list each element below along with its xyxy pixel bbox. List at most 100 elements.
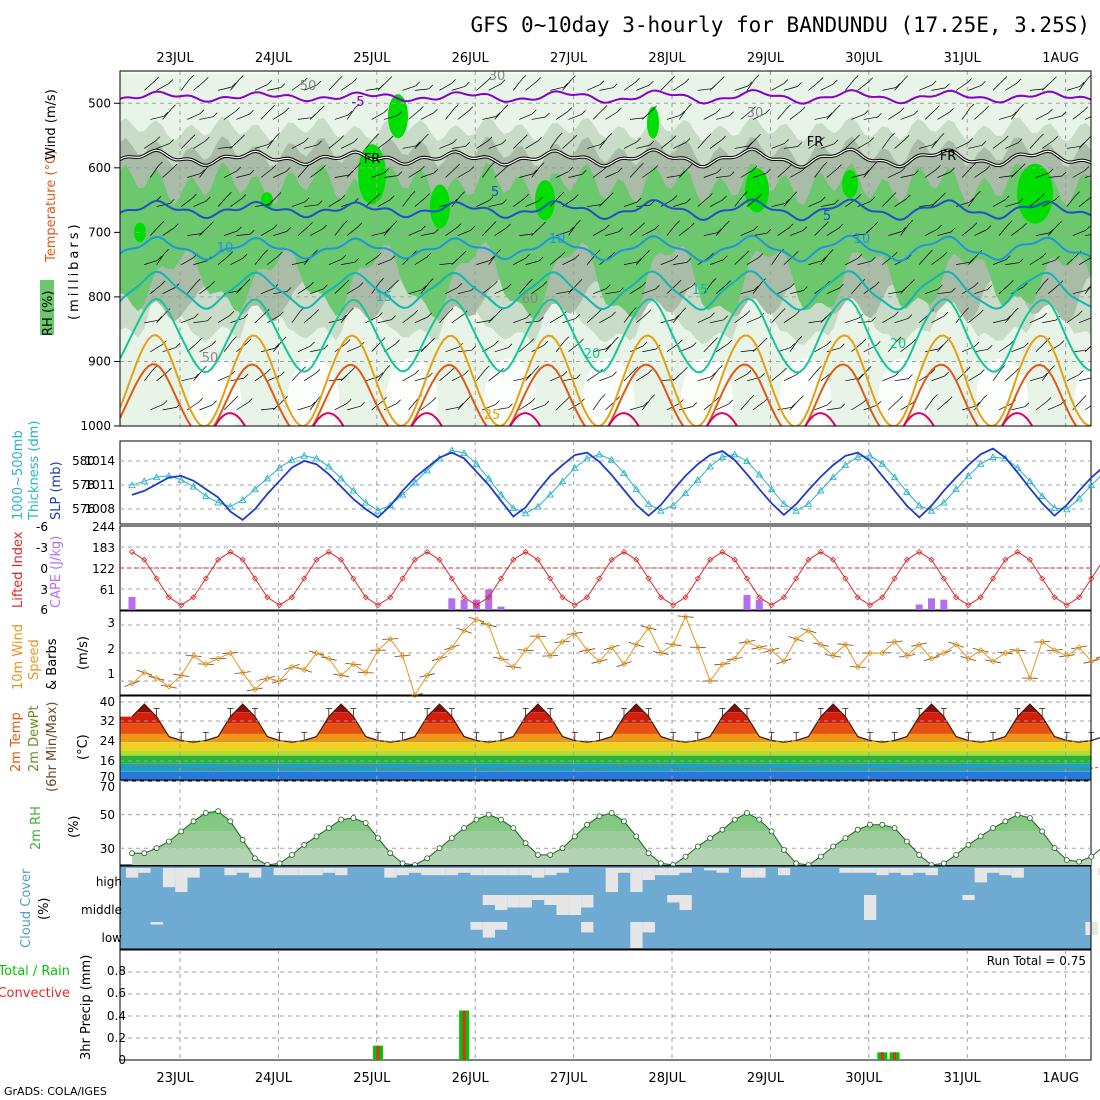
upper-barb bbox=[1005, 262, 1020, 265]
upper-barb-feather bbox=[155, 136, 161, 141]
contour-5 bbox=[120, 198, 1091, 222]
upper-barb bbox=[494, 347, 509, 353]
upper-barb-feather bbox=[618, 227, 624, 232]
upper-barb bbox=[900, 114, 914, 120]
upper-barb bbox=[144, 369, 154, 382]
footer-credit: GrADS: COLA/IGES bbox=[4, 1085, 107, 1098]
rh-point bbox=[1076, 858, 1082, 865]
upper-barb bbox=[414, 137, 425, 149]
cloud-panel: high middle low Cloud Cover (%) bbox=[19, 865, 1100, 950]
thickness-point bbox=[853, 453, 862, 461]
upper-barb-feather bbox=[727, 339, 733, 345]
upper-barb bbox=[309, 169, 322, 178]
upper-barb bbox=[703, 112, 717, 120]
cloud-gap-high bbox=[716, 868, 729, 873]
rh-fill-band bbox=[132, 814, 1091, 832]
upper-barb-feather bbox=[649, 140, 655, 146]
thickness-point bbox=[202, 491, 210, 499]
upper-barb bbox=[1072, 170, 1086, 178]
upper-barb-feather bbox=[599, 80, 605, 85]
wind-point bbox=[645, 624, 652, 631]
upper-barb-feather bbox=[636, 137, 641, 143]
thickness-line bbox=[131, 449, 1100, 514]
li-point bbox=[1088, 575, 1095, 582]
upper-barb-feather bbox=[338, 75, 343, 81]
upper-barb-feather bbox=[612, 371, 617, 377]
upper-barb-feather bbox=[391, 315, 396, 320]
rh-point bbox=[584, 821, 590, 828]
temp-tick-32: 32 bbox=[100, 714, 115, 728]
upper-barb bbox=[1066, 85, 1081, 91]
upper-barb bbox=[716, 115, 730, 120]
upper-barb bbox=[882, 136, 891, 149]
upper-barb-feather bbox=[824, 221, 829, 226]
upper-barb-feather bbox=[271, 164, 277, 170]
wind-legend-label: Wind (m/s) bbox=[44, 89, 59, 160]
cloud-gap-middle bbox=[531, 895, 545, 900]
upper-barb-feather bbox=[562, 371, 568, 376]
li-point bbox=[805, 556, 812, 563]
rh-point bbox=[940, 860, 947, 867]
li-point bbox=[620, 548, 628, 555]
cloud-level-low: low bbox=[102, 931, 123, 945]
thickness-point bbox=[607, 455, 616, 463]
upper-barb-feather bbox=[493, 280, 498, 286]
temp-band bbox=[120, 704, 1091, 713]
upper-barb-feather bbox=[349, 307, 354, 312]
rh-point bbox=[1027, 815, 1033, 821]
li-point bbox=[313, 556, 320, 563]
contour-label-6: 10 bbox=[217, 241, 234, 256]
cloud-gap-high bbox=[618, 868, 631, 873]
upper-barb-feather bbox=[502, 199, 507, 204]
upper-barb bbox=[777, 347, 792, 353]
upper-barb-feather bbox=[689, 222, 695, 228]
thickness-point bbox=[927, 506, 936, 514]
upper-barb-feather bbox=[947, 396, 953, 401]
upper-barb-feather bbox=[542, 281, 548, 286]
upper-barb-feather bbox=[873, 221, 879, 227]
upper-barb bbox=[593, 348, 607, 353]
thickness-point bbox=[361, 498, 370, 506]
upper-barb bbox=[568, 114, 582, 120]
upper-barb bbox=[1041, 80, 1053, 91]
cape-bar bbox=[940, 599, 948, 610]
rh-bright-blob-5 bbox=[745, 168, 769, 213]
upper-barb bbox=[605, 340, 615, 352]
upper-barb-feather bbox=[532, 169, 538, 175]
upper-barb bbox=[845, 257, 859, 265]
upper-barb-feather bbox=[323, 284, 328, 290]
upper-barb-feather bbox=[758, 253, 764, 258]
upper-barb bbox=[562, 318, 576, 324]
cloud-background bbox=[120, 866, 1091, 949]
upper-barb-feather bbox=[986, 225, 992, 230]
top-date-25JUL: 25JUL bbox=[353, 51, 391, 66]
cloud-gap-high bbox=[175, 868, 188, 892]
upper-barb bbox=[826, 108, 837, 120]
rh-point bbox=[190, 818, 197, 825]
upper-barb-feather bbox=[192, 193, 197, 199]
upper-barb-feather bbox=[154, 76, 159, 82]
upper-barb bbox=[808, 81, 820, 91]
upper-barb bbox=[961, 167, 972, 178]
upper-barb bbox=[531, 404, 545, 411]
upper-barb-feather bbox=[354, 103, 360, 109]
li-point bbox=[768, 602, 775, 609]
top-date-29JUL: 29JUL bbox=[747, 51, 785, 66]
upper-legend: RH (%) Temperature (°C) Wind (m/s) (mill… bbox=[40, 89, 82, 336]
upper-barb-feather bbox=[451, 79, 456, 84]
upper-barb-feather bbox=[490, 161, 495, 167]
upper-barb bbox=[568, 342, 580, 353]
upper-barb bbox=[334, 174, 349, 178]
upper-barb bbox=[260, 109, 271, 120]
upper-barb bbox=[851, 173, 866, 178]
upper-barb bbox=[236, 402, 249, 411]
upper-barb-feather bbox=[710, 312, 715, 318]
li-point bbox=[584, 594, 591, 601]
upper-barb-feather bbox=[655, 284, 660, 290]
rh-tick-70: 70 bbox=[100, 780, 115, 794]
upper-barb bbox=[740, 169, 753, 178]
upper-barb bbox=[310, 288, 324, 295]
upper-barb-feather bbox=[901, 227, 906, 232]
